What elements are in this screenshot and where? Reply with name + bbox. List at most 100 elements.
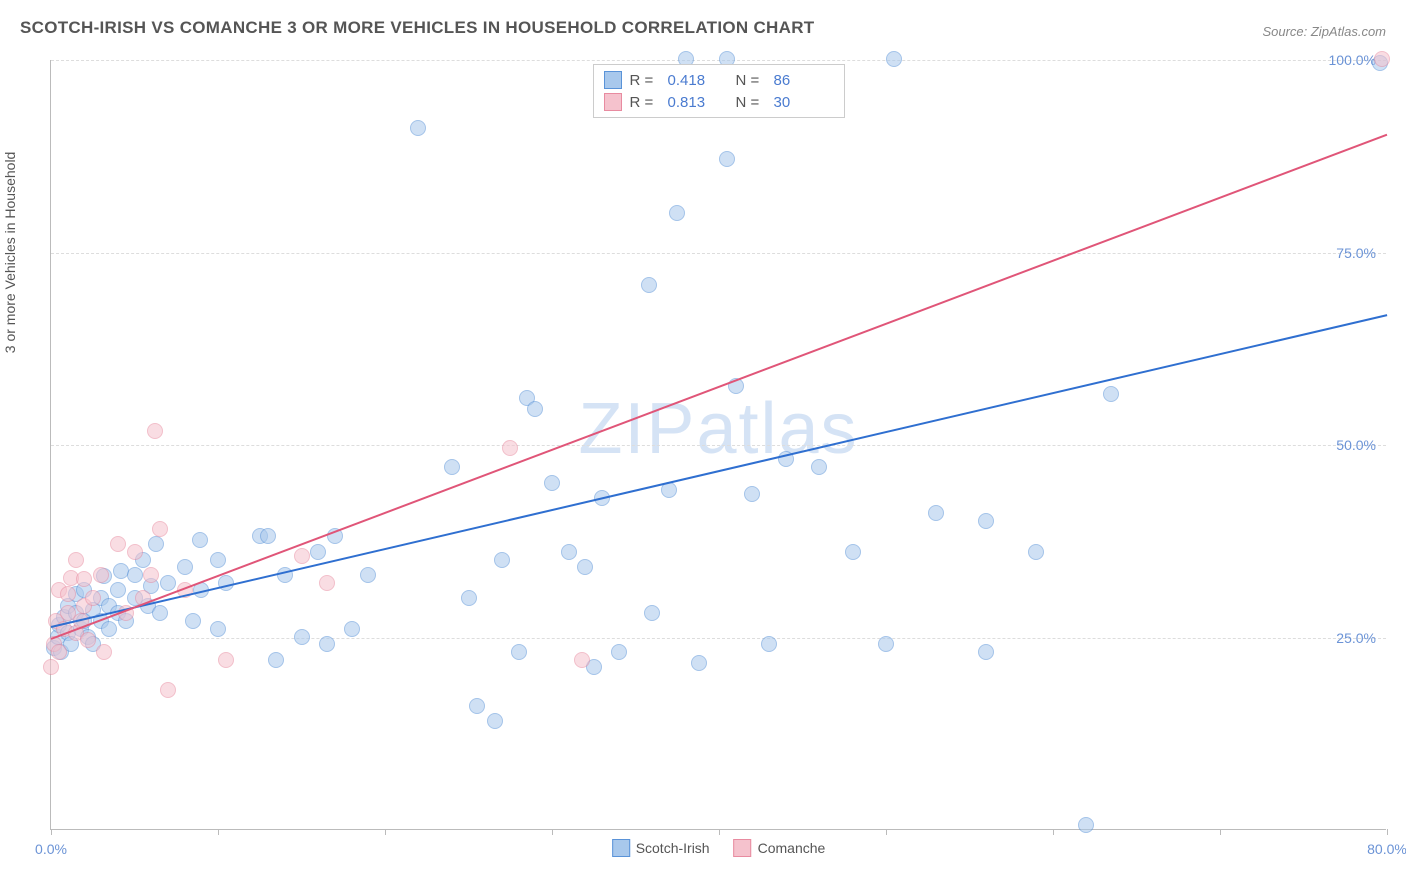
legend-swatch	[734, 839, 752, 857]
data-point	[886, 51, 902, 67]
legend-row: R = 0.813 N = 30	[604, 91, 834, 113]
legend-r-label: R =	[630, 72, 660, 89]
correlation-legend: R = 0.418 N = 86 R = 0.813 N = 30	[593, 64, 845, 118]
data-point	[76, 571, 92, 587]
data-point	[185, 613, 201, 629]
data-point	[319, 575, 335, 591]
legend-r-label: R =	[630, 94, 660, 111]
data-point	[1078, 817, 1094, 833]
chart-container: SCOTCH-IRISH VS COMANCHE 3 OR MORE VEHIC…	[0, 0, 1406, 892]
data-point	[561, 544, 577, 560]
data-point	[544, 475, 560, 491]
legend-n-label: N =	[736, 94, 766, 111]
data-point	[160, 575, 176, 591]
data-point	[511, 644, 527, 660]
y-tick-label: 100.0%	[1329, 52, 1376, 68]
data-point	[410, 120, 426, 136]
legend-swatch	[604, 93, 622, 111]
legend-r-value: 0.418	[668, 72, 728, 89]
data-point	[845, 544, 861, 560]
data-point	[143, 567, 159, 583]
data-point	[96, 644, 112, 660]
x-tick	[51, 829, 52, 835]
data-point	[691, 655, 707, 671]
data-point	[502, 440, 518, 456]
x-tick	[218, 829, 219, 835]
data-point	[1028, 544, 1044, 560]
data-point	[1374, 51, 1390, 67]
data-point	[152, 605, 168, 621]
data-point	[93, 567, 109, 583]
x-tick-label: 80.0%	[1367, 841, 1406, 857]
data-point	[574, 652, 590, 668]
data-point	[761, 636, 777, 652]
x-tick	[1387, 829, 1388, 835]
data-point	[469, 698, 485, 714]
data-point	[641, 277, 657, 293]
legend-n-value: 86	[774, 72, 834, 89]
data-point	[1103, 386, 1119, 402]
data-point	[461, 590, 477, 606]
data-point	[978, 513, 994, 529]
data-point	[494, 552, 510, 568]
legend-label: Comanche	[758, 840, 826, 856]
data-point	[294, 629, 310, 645]
data-point	[669, 205, 685, 221]
data-point	[160, 682, 176, 698]
legend-label: Scotch-Irish	[636, 840, 710, 856]
x-tick	[719, 829, 720, 835]
data-point	[192, 532, 208, 548]
gridline	[51, 253, 1386, 254]
x-tick	[552, 829, 553, 835]
data-point	[319, 636, 335, 652]
y-tick-label: 25.0%	[1336, 630, 1376, 646]
series-legend: Scotch-Irish Comanche	[612, 839, 826, 857]
x-tick	[1053, 829, 1054, 835]
legend-swatch	[612, 839, 630, 857]
data-point	[110, 582, 126, 598]
legend-item: Comanche	[734, 839, 826, 857]
data-point	[719, 151, 735, 167]
data-point	[978, 644, 994, 660]
data-point	[928, 505, 944, 521]
data-point	[527, 401, 543, 417]
legend-r-value: 0.813	[668, 94, 728, 111]
data-point	[577, 559, 593, 575]
y-axis-label: 3 or more Vehicles in Household	[2, 152, 18, 354]
data-point	[344, 621, 360, 637]
legend-swatch	[604, 71, 622, 89]
chart-title: SCOTCH-IRISH VS COMANCHE 3 OR MORE VEHIC…	[20, 18, 814, 38]
data-point	[644, 605, 660, 621]
gridline	[51, 445, 1386, 446]
data-point	[147, 423, 163, 439]
data-point	[310, 544, 326, 560]
data-point	[744, 486, 760, 502]
legend-n-value: 30	[774, 94, 834, 111]
data-point	[210, 552, 226, 568]
y-tick-label: 75.0%	[1336, 245, 1376, 261]
data-point	[268, 652, 284, 668]
data-point	[811, 459, 827, 475]
data-point	[127, 544, 143, 560]
data-point	[85, 590, 101, 606]
data-point	[43, 659, 59, 675]
x-tick	[1220, 829, 1221, 835]
data-point	[148, 536, 164, 552]
data-point	[177, 559, 193, 575]
gridline	[51, 638, 1386, 639]
data-point	[51, 644, 67, 660]
data-point	[260, 528, 276, 544]
legend-item: Scotch-Irish	[612, 839, 710, 857]
data-point	[68, 552, 84, 568]
x-tick	[385, 829, 386, 835]
data-point	[878, 636, 894, 652]
data-point	[487, 713, 503, 729]
data-point	[294, 548, 310, 564]
x-tick-label: 0.0%	[35, 841, 67, 857]
legend-row: R = 0.418 N = 86	[604, 69, 834, 91]
data-point	[127, 567, 143, 583]
x-tick	[886, 829, 887, 835]
data-point	[101, 621, 117, 637]
legend-n-label: N =	[736, 72, 766, 89]
trend-line	[51, 314, 1387, 628]
